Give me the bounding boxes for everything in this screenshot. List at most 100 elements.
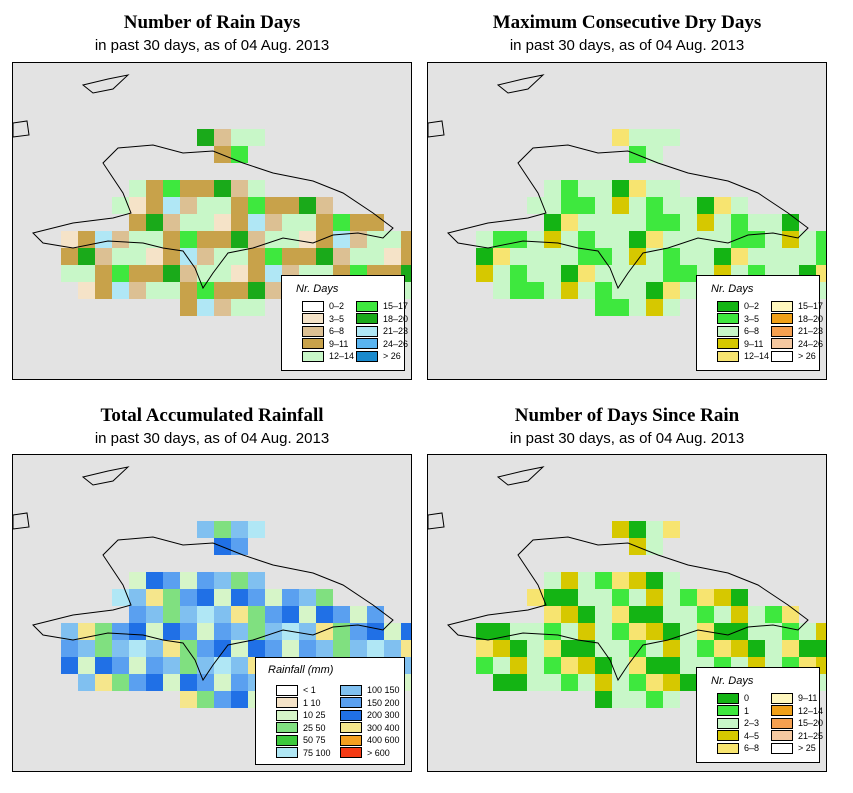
grid-cell [197, 214, 214, 231]
map-rain-days[interactable]: Nr. Days 0–2 3–5 6–8 9–11 12–14 15–17 18–20 21–… [12, 62, 412, 380]
grid-cell [146, 623, 163, 640]
map-since-rain[interactable]: Nr. Days 0 1 2–3 4–5 6–8 9–11 12–14 15–20 21–25 >… [427, 454, 827, 772]
grid-cell [663, 282, 680, 299]
grid-cell [493, 657, 510, 674]
grid-cell [578, 623, 595, 640]
grid-cell [561, 589, 578, 606]
legend-item: 15–17 [771, 300, 823, 312]
grid-cell [163, 674, 180, 691]
grid-cell [197, 180, 214, 197]
legend-item: 0–2 [717, 300, 759, 312]
grid-cell [663, 214, 680, 231]
grid-cell [510, 657, 527, 674]
grid-cell [231, 572, 248, 589]
grid-cell [112, 265, 129, 282]
grid-cell [61, 231, 78, 248]
grid-cell [663, 129, 680, 146]
grid-cell [231, 691, 248, 708]
grid-cell [595, 691, 612, 708]
grid-cell [78, 231, 95, 248]
legend-swatch [771, 742, 793, 754]
map-rainfall[interactable]: Rainfall (mm) < 1 1 10 10 25 25 50 50 75 75 1… [12, 454, 412, 772]
grid-cell [646, 180, 663, 197]
map-dry-days[interactable]: Nr. Days 0–2 3–5 6–8 9–11 12–14 15–17 18–20 21–… [427, 62, 827, 380]
legend-item: < 1 [276, 684, 316, 696]
grid-cell [180, 197, 197, 214]
grid-cell [95, 248, 112, 265]
legend-item: 3–5 [717, 313, 759, 325]
grid-cell [714, 214, 731, 231]
grid-cell [129, 640, 146, 657]
grid-cell [612, 299, 629, 316]
grid-cell [78, 282, 95, 299]
grid-cell [214, 197, 231, 214]
grid-cell [748, 606, 765, 623]
legend-item: 12–14 [717, 350, 769, 362]
grid-cell [197, 248, 214, 265]
grid-cell [663, 657, 680, 674]
grid-cell [180, 299, 197, 316]
legend-label: 18–20 [383, 313, 409, 324]
grid-cell [612, 572, 629, 589]
grid-cell [316, 197, 333, 214]
grid-cell [299, 231, 316, 248]
grid-cell [282, 248, 299, 265]
grid-cell [282, 589, 299, 606]
legend-swatch [340, 747, 362, 758]
legend-swatch [340, 734, 362, 746]
legend-item: 1 10 [276, 697, 321, 709]
grid-cell [78, 248, 95, 265]
grid-cell [333, 606, 350, 623]
grid-cell [697, 589, 714, 606]
panel-subtitle: in past 30 days, as of 04 Aug. 2013 [94, 430, 330, 447]
grid-cell [197, 572, 214, 589]
grid-cell [112, 248, 129, 265]
grid-cell [112, 674, 129, 691]
grid-cell [629, 180, 646, 197]
grid-cell [231, 180, 248, 197]
grid-cell [510, 282, 527, 299]
grid-cell [561, 674, 578, 691]
grid-cell [629, 674, 646, 691]
grid-cell [816, 265, 826, 282]
grid-cell [248, 606, 265, 623]
legend-item: 18–20 [356, 313, 408, 325]
legend-label: 12–14 [744, 351, 770, 361]
grid-cell [680, 674, 697, 691]
grid-cell [112, 197, 129, 214]
grid-cell [544, 214, 561, 231]
grid-cell [663, 248, 680, 265]
legend-swatch [771, 692, 793, 704]
grid-cell [476, 640, 493, 657]
grid-cell [629, 231, 646, 248]
grid-cell [197, 674, 214, 691]
grid-cell [612, 521, 629, 538]
grid-cell [146, 640, 163, 657]
legend-item: 300 400 [340, 722, 400, 734]
grid-cell [129, 214, 146, 231]
grid-cell [146, 197, 163, 214]
grid-cell [476, 265, 493, 282]
grid-cell [231, 146, 248, 163]
grid-cell [578, 606, 595, 623]
grid-cell [95, 623, 112, 640]
legend: Nr. Days 0–2 3–5 6–8 9–11 12–14 15–17 18–20 21–… [696, 275, 823, 371]
grid-cell [163, 623, 180, 640]
grid-cell [367, 214, 384, 231]
grid-cell [231, 282, 248, 299]
grid-cell [95, 282, 112, 299]
grid-cell [646, 197, 663, 214]
grid-cell [646, 231, 663, 248]
grid-cell [663, 674, 680, 691]
grid-cell [680, 282, 697, 299]
grid-cell [612, 282, 629, 299]
legend-label: 3–5 [744, 313, 760, 324]
grid-cell [646, 589, 663, 606]
grid-cell [595, 657, 612, 674]
grid-cell [231, 623, 248, 640]
grid-cell [765, 606, 782, 623]
grid-cell [248, 248, 265, 265]
legend-swatch [717, 325, 739, 337]
grid-cell [476, 623, 493, 640]
legend-item: 200 300 [340, 709, 400, 721]
